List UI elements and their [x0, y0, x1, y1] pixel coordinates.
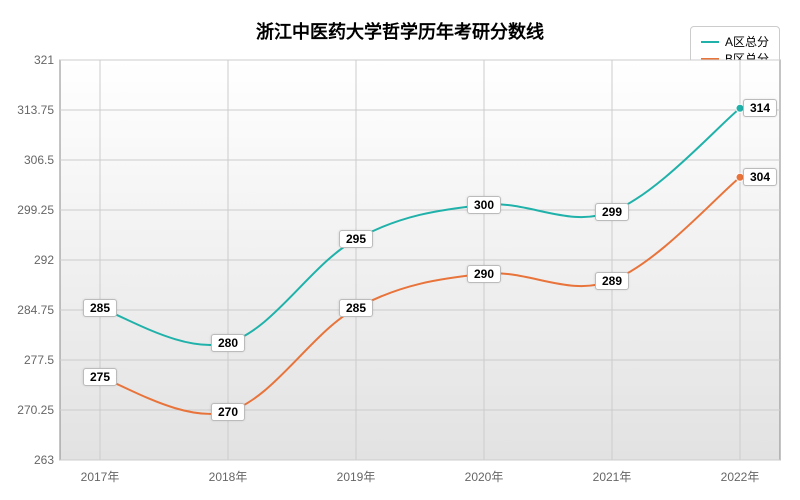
chart-container: 浙江中医药大学哲学历年考研分数线 A区总分 B区总分 263270.25277.… [0, 0, 800, 500]
y-tick-label: 321 [34, 53, 54, 67]
x-tick-label: 2017年 [81, 468, 120, 485]
y-tick-label: 284.75 [17, 303, 54, 317]
x-tick-label: 2022年 [721, 468, 760, 485]
point-label: 285 [83, 299, 117, 317]
y-tick-label: 270.25 [17, 403, 54, 417]
point-label: 275 [83, 368, 117, 386]
legend-item-a: A区总分 [701, 33, 769, 50]
point-label: 280 [211, 334, 245, 352]
y-tick-label: 313.75 [17, 103, 54, 117]
x-tick-label: 2018年 [209, 468, 248, 485]
point-label: 295 [339, 230, 373, 248]
legend-swatch-a [701, 41, 719, 43]
point-label: 285 [339, 299, 373, 317]
y-tick-label: 299.25 [17, 203, 54, 217]
chart-title: 浙江中医药大学哲学历年考研分数线 [0, 18, 800, 44]
point-label: 299 [595, 203, 629, 221]
y-tick-label: 292 [34, 253, 54, 267]
y-tick-label: 263 [34, 453, 54, 467]
x-tick-label: 2019年 [337, 468, 376, 485]
legend-label-a: A区总分 [725, 33, 769, 50]
point-label: 289 [595, 272, 629, 290]
point-label: 314 [743, 99, 777, 117]
x-tick-label: 2021年 [593, 468, 632, 485]
point-label: 304 [743, 168, 777, 186]
y-tick-label: 277.5 [24, 353, 54, 367]
plot-area [60, 60, 780, 460]
point-label: 300 [467, 196, 501, 214]
plot-svg [60, 60, 780, 460]
y-tick-label: 306.5 [24, 153, 54, 167]
point-label: 270 [211, 403, 245, 421]
x-tick-label: 2020年 [465, 468, 504, 485]
point-label: 290 [467, 265, 501, 283]
